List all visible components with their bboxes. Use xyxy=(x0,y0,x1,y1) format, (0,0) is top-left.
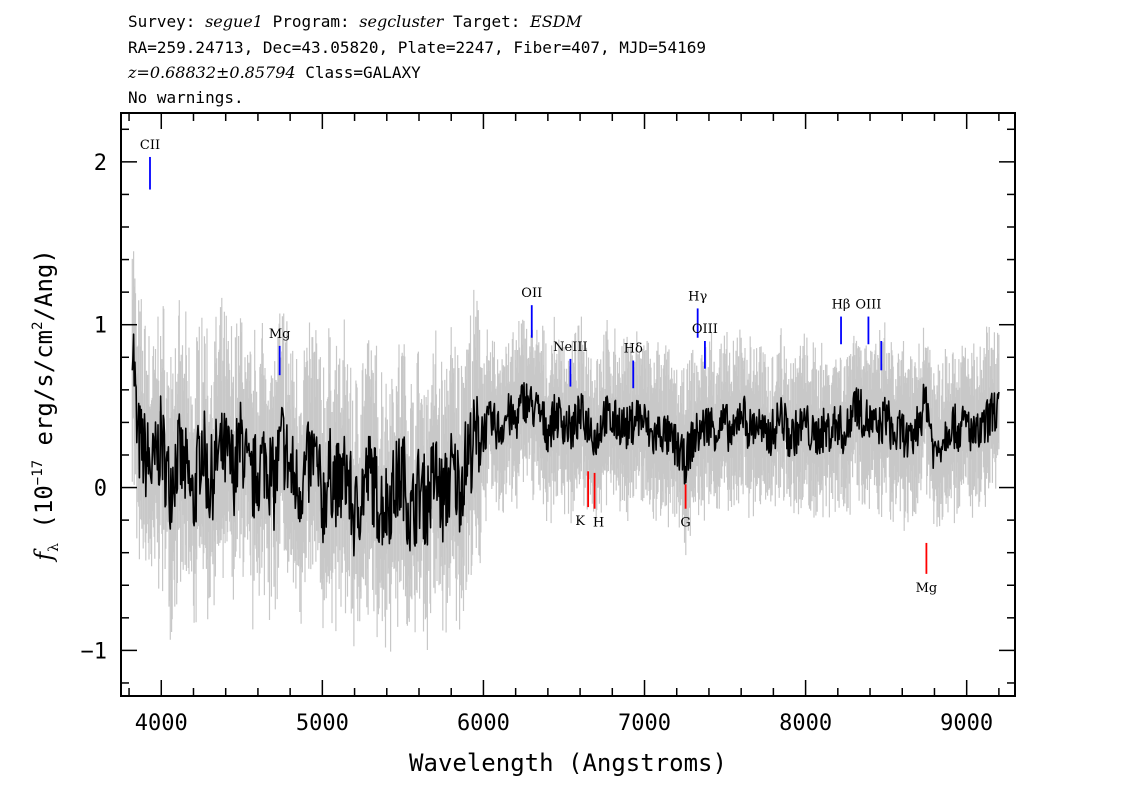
y-tick-label: −1 xyxy=(81,639,108,664)
plot-frame xyxy=(120,112,1016,697)
program-value: segcluster xyxy=(359,12,444,31)
x-tick-label: 9000 xyxy=(940,711,993,736)
header-line-3: z=0.68832±0.85794 Class=GALAXY xyxy=(128,63,421,82)
axis-ticks: 4000 5000 6000 7000 8000 9000 −1 0 1 2 xyxy=(81,113,1015,736)
target-value: ESDM xyxy=(530,12,582,31)
spectral-line-label: Mg xyxy=(916,581,938,596)
x-tick-label: 5000 xyxy=(296,711,349,736)
spectral-line-label: Mg xyxy=(269,327,291,342)
y-tick-label: 1 xyxy=(94,314,107,339)
line-annotations: CII Mg OII NeIII Hδ Hγ OIII Hβ OIII K H G Mg xyxy=(140,138,937,596)
header-line-1: Survey: segue1 Program: segcluster Targe… xyxy=(128,12,582,31)
spectral-line-label: OIII xyxy=(855,298,881,313)
header-line-4: No warnings. xyxy=(128,88,244,107)
spectral-line-label: H xyxy=(593,516,604,531)
x-axis-title: Wavelength (Angstroms) xyxy=(409,749,727,777)
program-label: Program: xyxy=(262,12,360,31)
spectrum-series xyxy=(131,333,1000,557)
spectrum-line xyxy=(131,333,1000,557)
header-line-2: RA=259.24713, Dec=43.05820, Plate=2247, … xyxy=(128,38,706,57)
spectral-line-label: NeIII xyxy=(553,340,587,355)
survey-label: Survey: xyxy=(128,12,206,31)
y-tick-label: 0 xyxy=(94,477,107,502)
x-tick-label: 4000 xyxy=(135,711,188,736)
spectral-line-label: CII xyxy=(140,138,160,153)
spectral-line-label: Hγ xyxy=(688,289,707,304)
target-label: Target: xyxy=(443,12,531,31)
survey-value: segue1 xyxy=(205,12,263,31)
redshift-value: z=0.68832±0.85794 xyxy=(128,63,296,82)
spectral-line-label: G xyxy=(680,516,690,531)
spectral-line-label: OII xyxy=(521,286,542,301)
spectral-line-label: OIII xyxy=(692,322,718,337)
x-tick-label: 8000 xyxy=(779,711,832,736)
x-tick-label: 6000 xyxy=(457,711,510,736)
x-tick-label: 7000 xyxy=(618,711,671,736)
spectral-line-label: Hδ xyxy=(624,342,643,357)
spectral-line-label: K xyxy=(575,514,585,529)
spectral-line-label: Hβ xyxy=(832,298,851,313)
y-axis-title: fλ (10−17 erg/s/cm2/Ang) xyxy=(30,249,62,563)
y-tick-label: 2 xyxy=(94,151,107,176)
class-value: Class=GALAXY xyxy=(295,63,421,82)
